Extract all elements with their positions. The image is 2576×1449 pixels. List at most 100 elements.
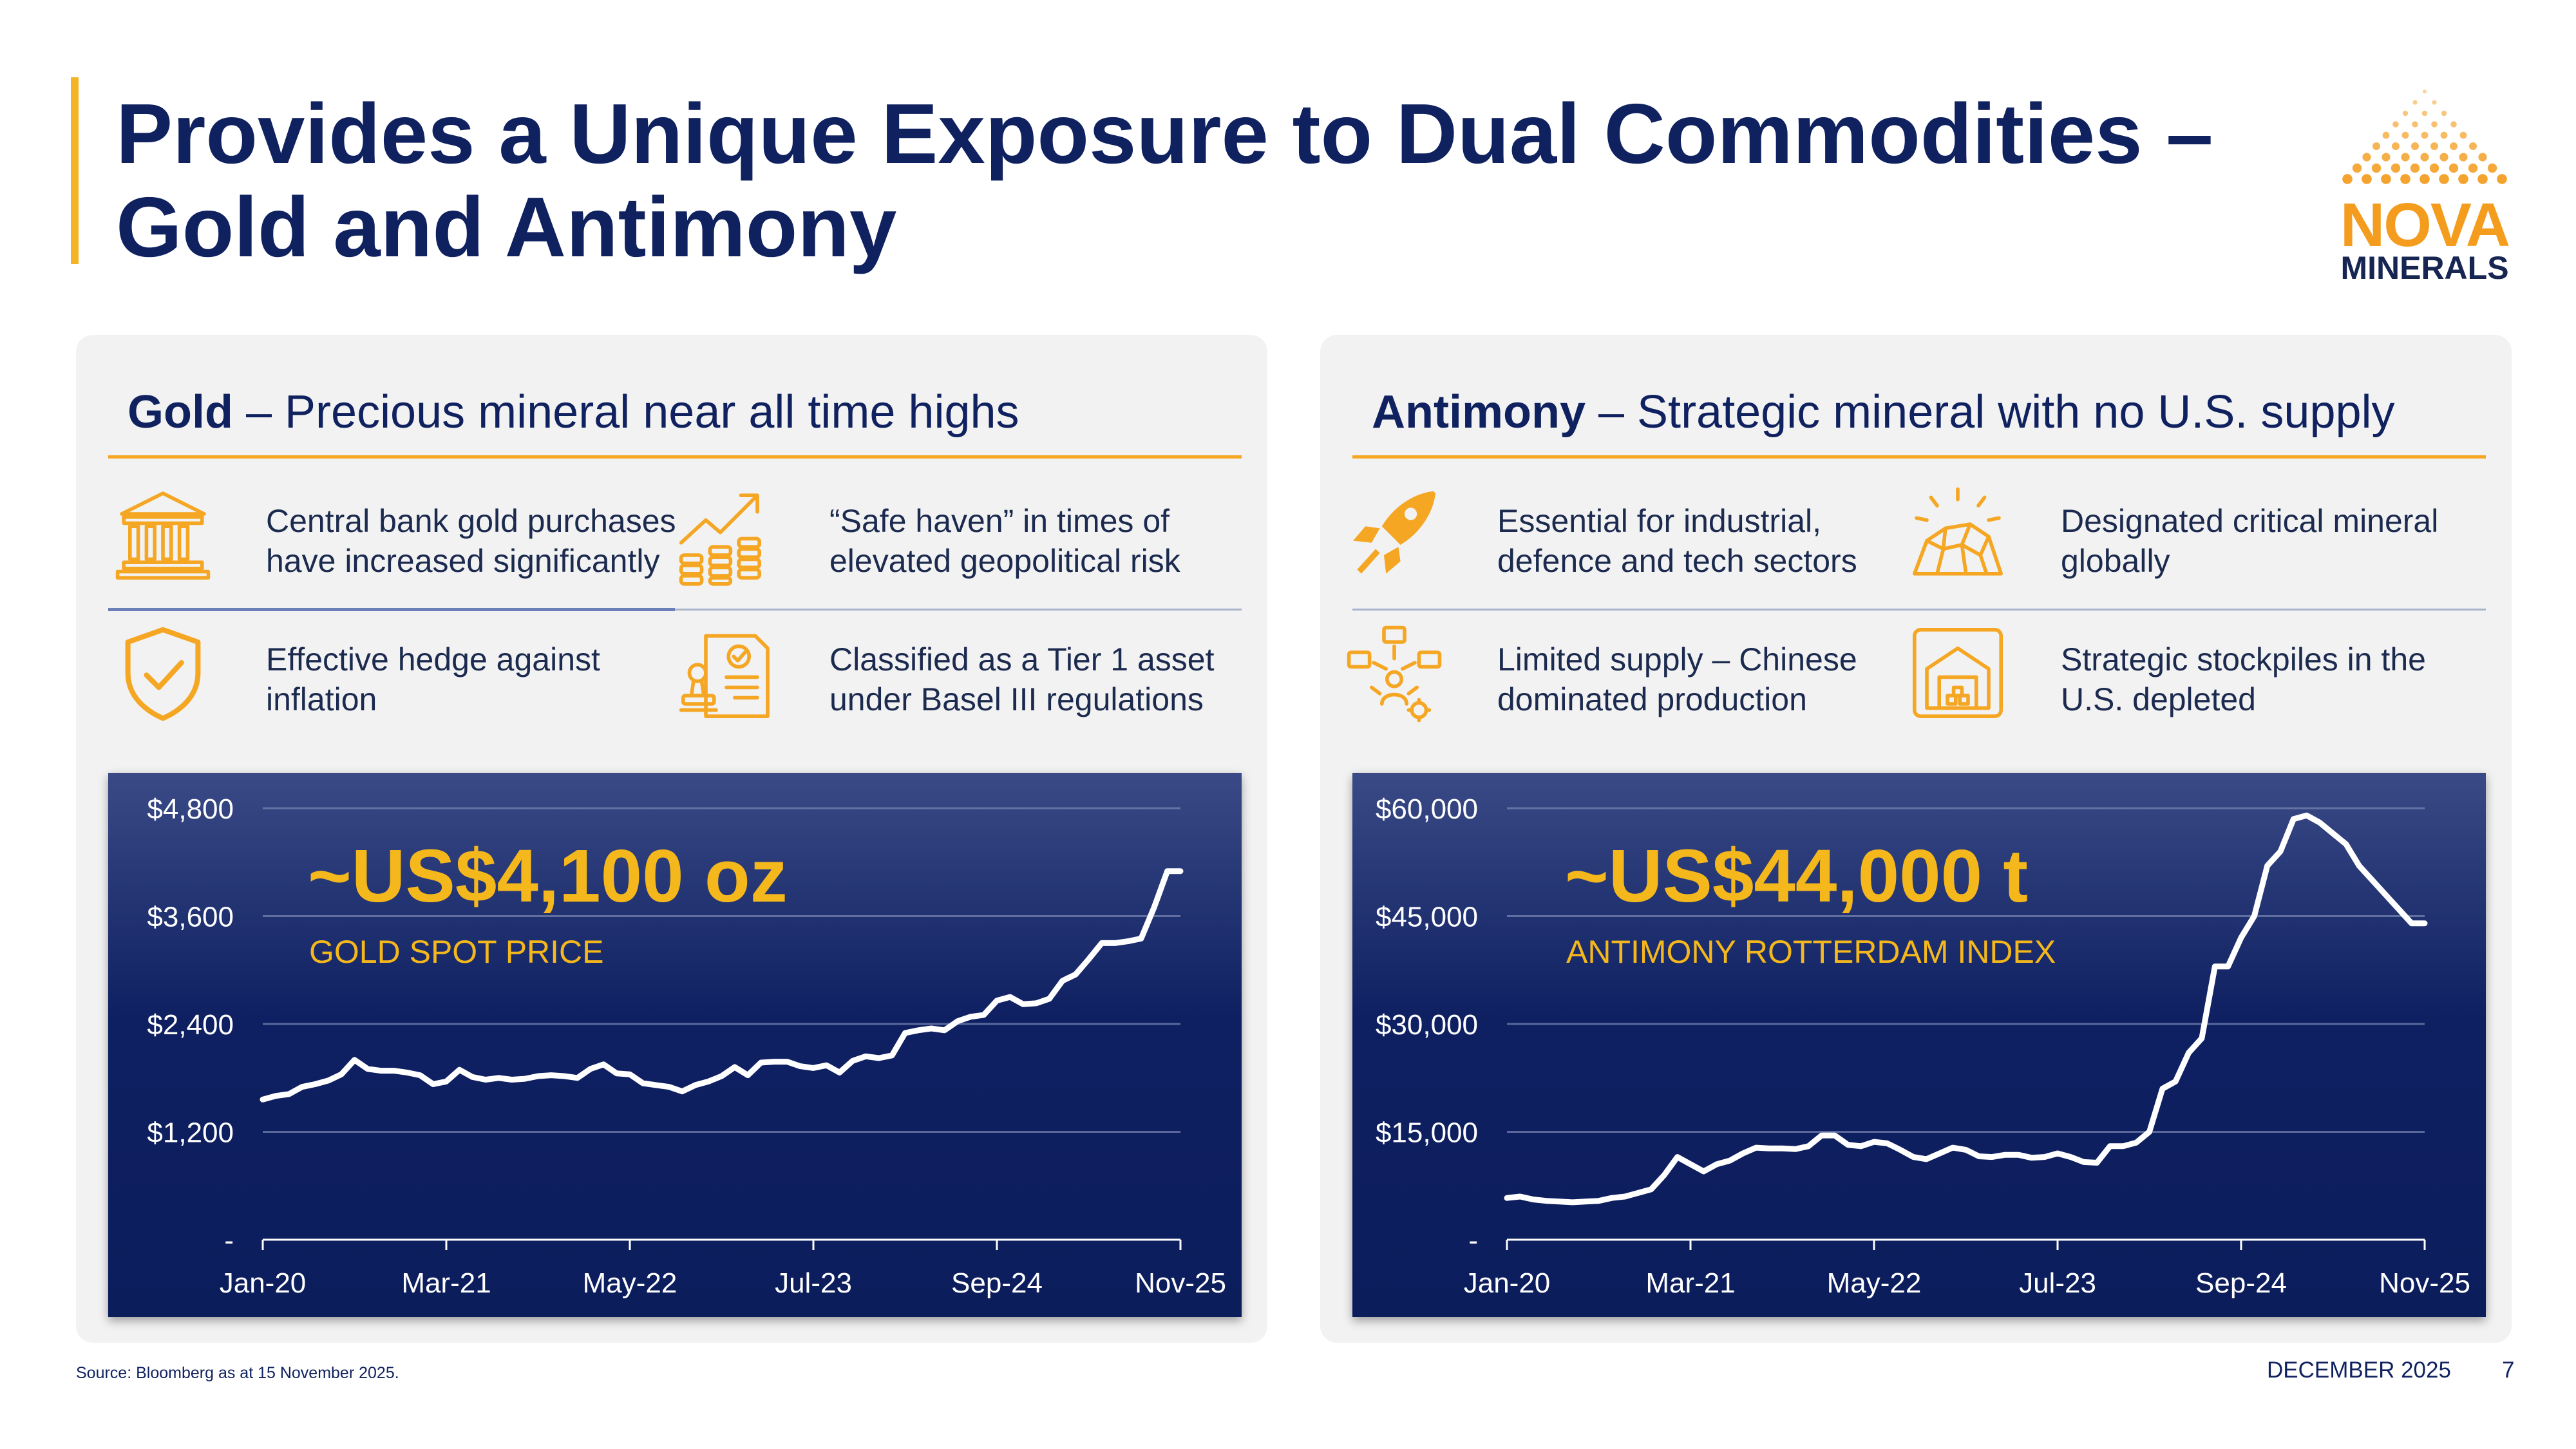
- logo-dot: [2432, 100, 2437, 105]
- x-tick-label: Mar-21: [401, 1267, 491, 1299]
- gold-price-chart-svg: - $1,200 $2,400 $3,600 $4,800 Jan-20 Mar-21 May…: [147, 793, 1226, 1299]
- series-line: [1504, 812, 2428, 1206]
- shield-check-icon: [111, 621, 214, 724]
- gold-panel: Gold – Precious mineral near all time hi…: [76, 335, 1267, 1343]
- gold-feature-central-bank-text: Central bank gold purchases have increas…: [266, 503, 676, 579]
- x-tick-label: May-22: [1827, 1267, 1922, 1299]
- logo-dot: [2439, 174, 2449, 184]
- x-tick-label: Jan-20: [1464, 1267, 1551, 1299]
- logo-dot: [2372, 142, 2380, 150]
- title-accent-bar: [71, 77, 79, 264]
- x-tick-label: Nov-25: [2379, 1267, 2470, 1299]
- series-line: [260, 868, 1184, 1103]
- logo-dot: [2392, 121, 2399, 128]
- gold-heading-bold: Gold: [128, 386, 233, 438]
- antimony-price-chart: - $15,000 $30,000 $45,000 $60,000 Jan-20 Mar-2…: [1352, 773, 2486, 1317]
- antimony-price-callout: ~US$44,000 t: [1565, 834, 2029, 918]
- logo-dot: [2430, 142, 2438, 150]
- logo-dot-pyramid-icon: [2342, 90, 2507, 184]
- logo-dot: [2420, 174, 2430, 184]
- logo-dot: [2441, 110, 2447, 117]
- logo-dot: [2421, 131, 2429, 139]
- logo-dot: [2431, 121, 2438, 128]
- logo-dot: [2412, 121, 2418, 128]
- logo-dot: [2450, 142, 2458, 150]
- y-tick-label: $45,000: [1376, 902, 1478, 933]
- antimony-heading: Antimony – Strategic mineral with no U.S…: [1372, 383, 2395, 441]
- antimony-feature-critical: Designated critical mineral globally: [1906, 483, 2467, 586]
- warehouse-stockpile-icon: [1906, 621, 2009, 724]
- growth-chart-coins-icon: [675, 483, 778, 586]
- page-number: 7: [2502, 1358, 2515, 1383]
- y-tick-label: $1,200: [147, 1117, 234, 1149]
- y-tick-label: $2,400: [147, 1009, 234, 1041]
- gold-feature-divider: [108, 609, 1242, 611]
- logo-dot: [2382, 153, 2391, 162]
- logo-dot: [2468, 163, 2478, 173]
- gold-feature-inflation-hedge: Effective hedge against inflation: [111, 621, 672, 724]
- logo-dot: [2459, 153, 2468, 162]
- logo-dot: [2400, 174, 2410, 184]
- antimony-heading-rest: – Strategic mineral with no U.S. supply: [1585, 386, 2395, 438]
- bank-icon: [111, 483, 214, 586]
- source-footnote: Source: Bloomberg as at 15 November 2025…: [76, 1364, 399, 1382]
- x-tick-label: Sep-24: [951, 1267, 1043, 1299]
- y-tick-label: $30,000: [1376, 1009, 1478, 1041]
- logo-wordmark-minerals: MINERALS: [2340, 250, 2509, 286]
- page-title: Provides a Unique Exposure to Dual Commo…: [116, 86, 2213, 274]
- logo-dot: [2371, 163, 2382, 173]
- logo-wordmark-nova: NOVA: [2340, 191, 2510, 260]
- footer-date: DECEMBER 2025: [2267, 1358, 2451, 1383]
- antimony-heading-bold: Antimony: [1372, 386, 1586, 438]
- x-tick-label: Mar-21: [1645, 1267, 1735, 1299]
- x-tick-label: Jul-23: [2019, 1267, 2096, 1299]
- supply-network-icon: [1343, 621, 1446, 724]
- antimony-feature-stockpiles: Strategic stockpiles in the U.S. deplete…: [1906, 621, 2467, 724]
- logo-dot: [2411, 142, 2419, 150]
- logo-dot: [2439, 153, 2448, 162]
- logo-dot: [2401, 153, 2410, 162]
- gold-feature-safe-haven-text: “Safe haven” in times of elevated geopol…: [829, 503, 1180, 579]
- x-tick-label: Sep-24: [2195, 1267, 2287, 1299]
- gold-heading-rest: – Precious mineral near all time highs: [232, 386, 1019, 438]
- gold-feature-inflation-hedge-text: Effective hedge against inflation: [266, 641, 600, 717]
- gold-feature-safe-haven: “Safe haven” in times of elevated geopol…: [675, 483, 1235, 586]
- logo-dot: [2381, 174, 2391, 184]
- y-tick-label: $15,000: [1376, 1117, 1478, 1149]
- antimony-panel: Antimony – Strategic mineral with no U.S…: [1320, 335, 2512, 1343]
- logo-dot: [2362, 153, 2371, 162]
- antimony-heading-rule: [1352, 455, 2486, 459]
- antimony-feature-stockpiles-text: Strategic stockpiles in the U.S. deplete…: [2061, 641, 2426, 717]
- logo-dot: [2342, 174, 2353, 184]
- y-tick-label: $3,600: [147, 902, 234, 933]
- logo-dot: [2412, 100, 2418, 105]
- gold-heading: Gold – Precious mineral near all time hi…: [128, 383, 1019, 441]
- y-tick-label: -: [224, 1225, 234, 1256]
- antimony-feature-critical-text: Designated critical mineral globally: [2061, 503, 2439, 579]
- logo-dot: [2410, 163, 2420, 173]
- antimony-feature-limited-supply-text: Limited supply – Chinese dominated produ…: [1497, 641, 1857, 717]
- logo-dot: [2440, 131, 2448, 139]
- nova-minerals-logo: NOVA MINERALS: [2331, 84, 2518, 290]
- logo-dot: [2429, 163, 2439, 173]
- x-tick-label: Jul-23: [775, 1267, 852, 1299]
- x-tick-label: Jan-20: [220, 1267, 307, 1299]
- logo-dot: [2421, 110, 2428, 117]
- logo-dot: [2423, 90, 2427, 93]
- gold-price-callout: ~US$4,100 oz: [308, 834, 788, 918]
- gold-price-chart: - $1,200 $2,400 $3,600 $4,800 Jan-20 Mar-21 May…: [108, 773, 1242, 1317]
- x-tick-label: May-22: [583, 1267, 677, 1299]
- logo-dot: [2450, 121, 2457, 128]
- logo-dot: [2392, 142, 2400, 150]
- antimony-price-label: ANTIMONY ROTTERDAM INDEX: [1566, 934, 2056, 970]
- logo-dot: [2497, 174, 2507, 184]
- y-tick-label: $60,000: [1376, 793, 1478, 825]
- logo-dot: [2362, 174, 2372, 184]
- logo-dot: [2391, 163, 2401, 173]
- gold-heading-rule: [108, 455, 1242, 459]
- logo-dot: [2448, 163, 2459, 173]
- logo-dot: [2401, 131, 2409, 139]
- gold-feature-divider-accent: [108, 608, 675, 611]
- logo-dot: [2420, 153, 2429, 162]
- x-tick-label: Nov-25: [1135, 1267, 1226, 1299]
